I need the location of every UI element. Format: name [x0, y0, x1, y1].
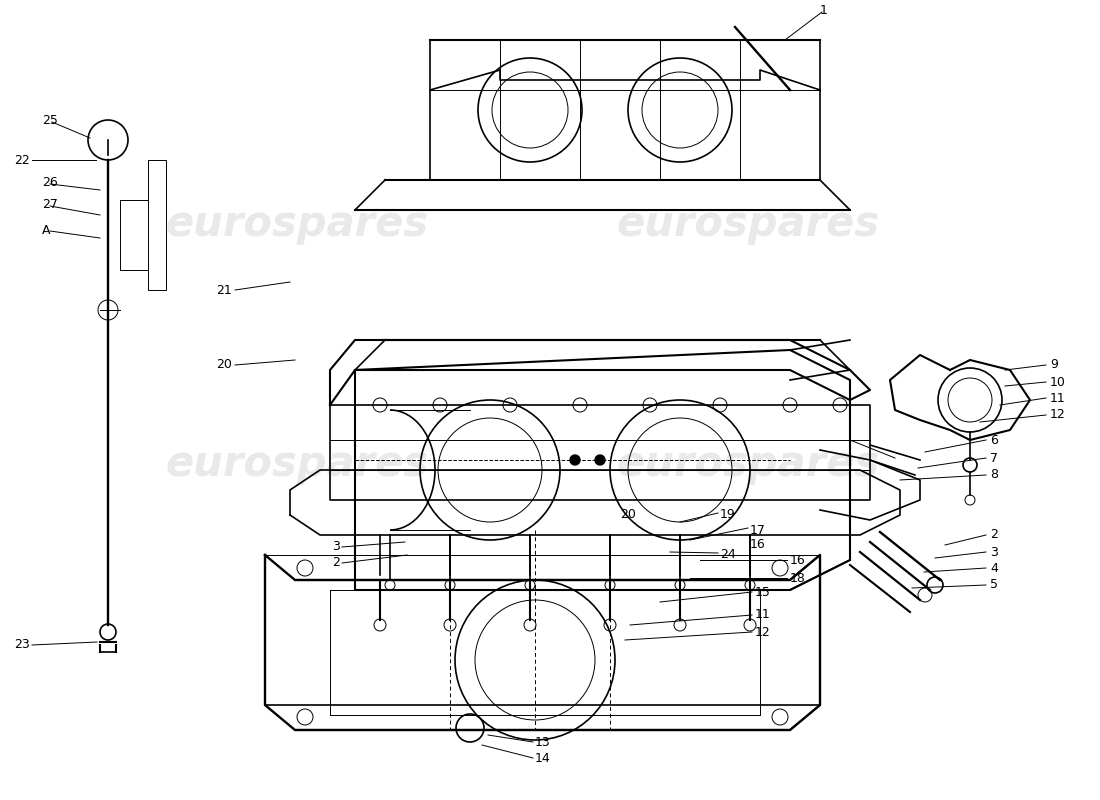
Text: 2: 2 — [332, 557, 340, 570]
Text: 15: 15 — [755, 586, 771, 598]
Text: 17: 17 — [750, 523, 766, 537]
Text: 23: 23 — [14, 638, 30, 651]
Text: 13: 13 — [535, 735, 551, 749]
Text: 20: 20 — [620, 509, 636, 522]
Text: 5: 5 — [990, 578, 998, 591]
Text: 25: 25 — [42, 114, 58, 126]
Text: 19: 19 — [720, 509, 736, 522]
Text: 18: 18 — [790, 571, 806, 585]
Text: 24: 24 — [720, 549, 736, 562]
Text: 14: 14 — [535, 751, 551, 765]
Circle shape — [595, 455, 605, 465]
Text: 20: 20 — [216, 358, 232, 371]
Text: 12: 12 — [755, 626, 771, 638]
Text: 3: 3 — [332, 541, 340, 554]
Text: 6: 6 — [990, 434, 998, 446]
Text: 27: 27 — [42, 198, 58, 211]
Text: eurospares: eurospares — [616, 443, 880, 485]
Bar — [148, 160, 166, 290]
Text: eurospares: eurospares — [165, 203, 429, 245]
Text: eurospares: eurospares — [616, 203, 880, 245]
Text: 22: 22 — [14, 154, 30, 166]
Text: 4: 4 — [990, 562, 998, 574]
Text: 16: 16 — [750, 538, 766, 551]
Text: 21: 21 — [217, 283, 232, 297]
Text: 11: 11 — [755, 609, 771, 622]
Text: 12: 12 — [1050, 409, 1066, 422]
Text: 26: 26 — [42, 175, 57, 189]
Text: 1: 1 — [820, 3, 828, 17]
Text: eurospares: eurospares — [165, 443, 429, 485]
Text: 2: 2 — [990, 529, 998, 542]
Text: 10: 10 — [1050, 375, 1066, 389]
Text: 8: 8 — [990, 469, 998, 482]
Text: 11: 11 — [1050, 391, 1066, 405]
Text: 9: 9 — [1050, 358, 1058, 371]
Circle shape — [570, 455, 580, 465]
Text: A: A — [42, 223, 51, 237]
Text: 16: 16 — [790, 554, 805, 566]
Text: 3: 3 — [990, 546, 998, 558]
Text: 7: 7 — [990, 451, 998, 465]
